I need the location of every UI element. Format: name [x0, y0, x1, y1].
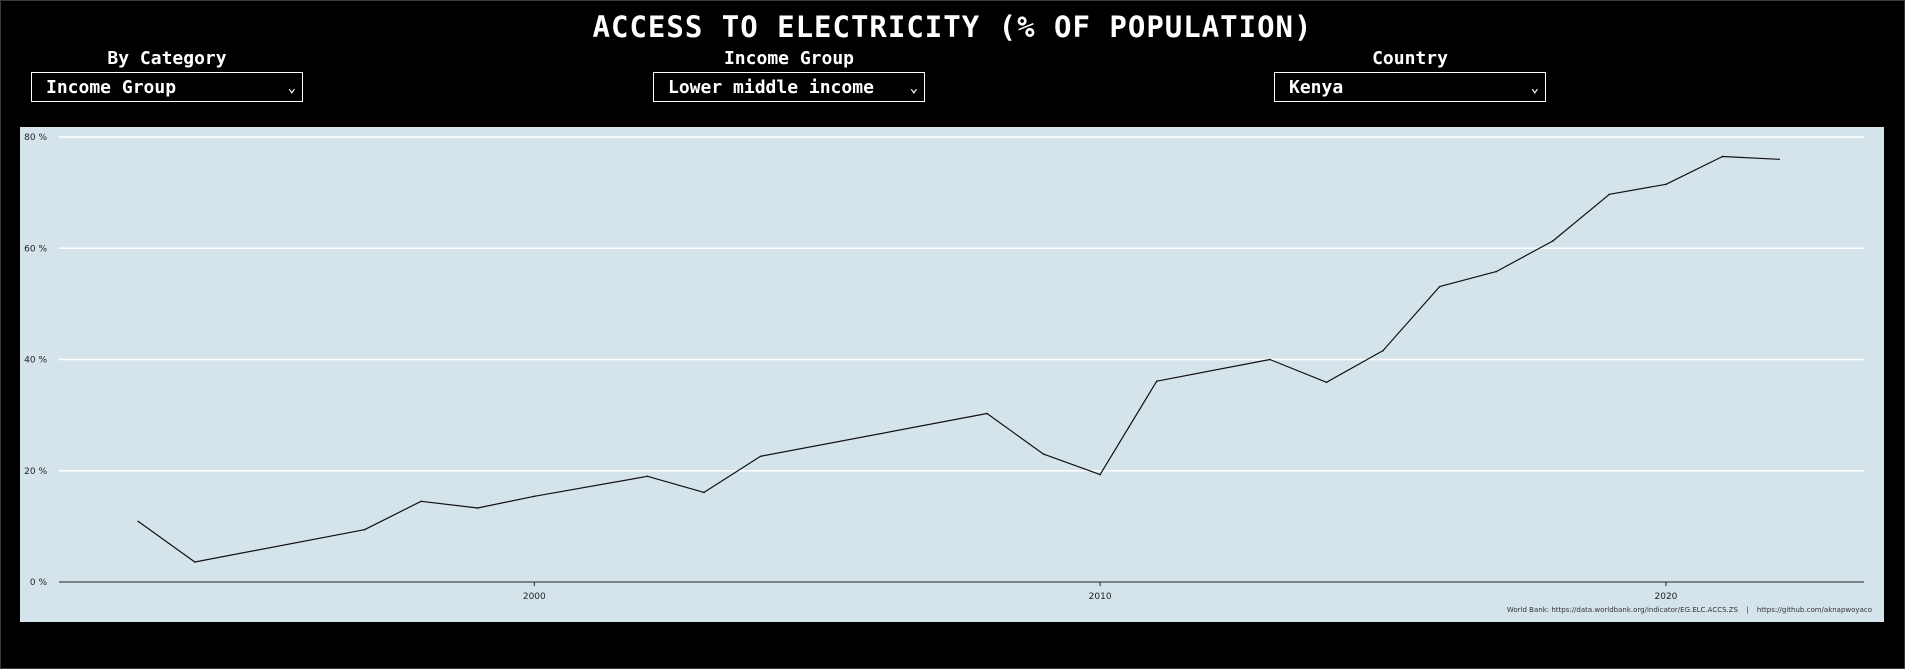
- category-select-value: Income Group: [46, 77, 177, 98]
- data-point: [363, 528, 366, 531]
- data-point: [193, 561, 196, 563]
- data-point: [1269, 358, 1271, 361]
- chart-panel: 0 % 20 % 40 % 60 % 80 % 2000 2010 2020 World Ba…: [20, 127, 1884, 622]
- data-point: [1382, 349, 1384, 352]
- x-tick-label: 2010: [1089, 592, 1112, 602]
- line-chart: 0 % 20 % 40 % 60 % 80 % 2000 2010 2020: [24, 133, 1864, 602]
- data-point: [1155, 380, 1158, 382]
- income-group-select-value: Lower middle income: [668, 77, 874, 98]
- page-title: ACCESS TO ELECTRICITY (% OF POPULATION): [592, 10, 1313, 44]
- y-tick-label: 20 %: [24, 467, 47, 477]
- source-separator: |: [1746, 606, 1749, 614]
- data-point: [1495, 270, 1498, 273]
- source-github-link[interactable]: https://github.com/aknapwoyaco: [1756, 606, 1872, 614]
- data-point: [1325, 381, 1328, 384]
- data-point: [1551, 240, 1554, 242]
- chevron-down-icon: ⌄: [287, 80, 296, 96]
- data-point: [1099, 473, 1101, 476]
- category-select[interactable]: Income Group ⌄: [31, 72, 303, 102]
- filter-label-country: Country: [1372, 48, 1448, 69]
- y-tick-label: 0 %: [30, 578, 48, 588]
- data-point: [1042, 453, 1045, 455]
- data-point: [986, 412, 988, 415]
- data-point: [1778, 158, 1780, 161]
- data-point: [759, 455, 762, 458]
- country-select[interactable]: Kenya ⌄: [1274, 72, 1546, 102]
- data-point: [476, 507, 479, 509]
- y-tick-label: 40 %: [24, 356, 47, 366]
- data-point: [1721, 155, 1724, 158]
- data-point: [533, 495, 536, 498]
- filter-label-by-category: By Category: [107, 48, 227, 69]
- y-tick-label: 60 %: [24, 244, 47, 254]
- source-world-bank: World Bank: https://data.worldbank.org/i…: [1506, 606, 1738, 614]
- data-point: [703, 491, 705, 494]
- data-point: [1665, 183, 1667, 186]
- x-tick-label: 2000: [523, 592, 546, 602]
- data-point: [646, 475, 649, 478]
- data-point: [1608, 193, 1611, 196]
- filter-income-group: Income Group Lower middle income ⌄: [653, 48, 925, 102]
- y-tick-label: 80 %: [24, 133, 47, 143]
- data-point: [420, 500, 422, 503]
- data-point: [137, 520, 140, 523]
- chevron-down-icon: ⌄: [1530, 80, 1539, 96]
- data-point: [1438, 285, 1441, 288]
- filter-country: Country Kenya ⌄: [1274, 48, 1546, 102]
- source-credits: World Bank: https://data.worldbank.org/i…: [1501, 606, 1872, 614]
- income-group-select[interactable]: Lower middle income ⌄: [653, 72, 925, 102]
- chevron-down-icon: ⌄: [909, 80, 918, 96]
- filter-by-category: By Category Income Group ⌄: [31, 48, 303, 102]
- filter-label-income-group: Income Group: [723, 48, 855, 69]
- x-tick-label: 2020: [1655, 592, 1678, 602]
- country-select-value: Kenya: [1289, 77, 1344, 98]
